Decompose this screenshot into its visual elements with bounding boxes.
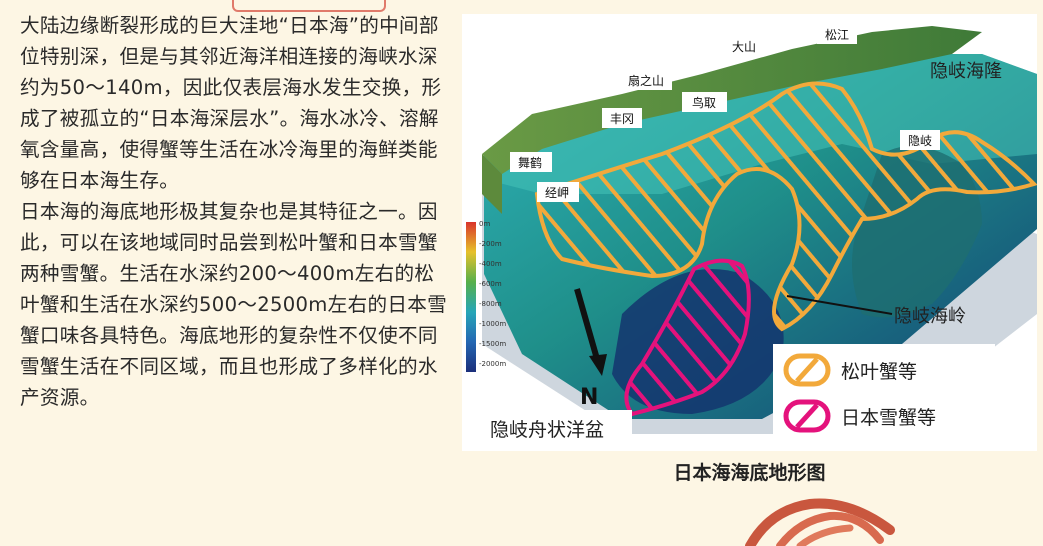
paragraph-2: 日本海的海底地形极其复杂也是其特征之一。因此，可以在该地域同时品尝到松叶蟹和日本… — [20, 200, 448, 409]
place-senoyama: 扇之山 — [628, 73, 664, 88]
top-tab-decoration — [232, 0, 386, 12]
place-tottori: 鸟取 — [692, 95, 716, 110]
label-box-matsue — [817, 24, 857, 44]
depth-tick: -600m — [479, 280, 502, 288]
spur-leader-line — [786, 295, 893, 315]
feature-oki-trough: 隐岐舟状洋盆 — [490, 419, 604, 441]
matsuba-crab-zone — [534, 81, 1037, 332]
north-label: N — [580, 385, 598, 410]
depth-scale-labels: 0m -200m -400m -600m -800m -1000m -1500m… — [479, 220, 506, 368]
legend-item-matsuba-crab: 松叶蟹等 — [783, 350, 917, 390]
place-maizuru: 舞鹤 — [518, 155, 542, 170]
map-legend: 松叶蟹等 日本雪蟹等 — [773, 344, 995, 442]
pink-hatch-swatch-icon — [783, 399, 831, 433]
legend-label: 松叶蟹等 — [841, 360, 918, 383]
north-arrow-head — [589, 354, 607, 376]
north-arrow-shaft — [574, 288, 600, 360]
map-caption: 日本海海底地形图 — [673, 462, 826, 484]
depth-tick: -200m — [479, 240, 502, 248]
place-daisen: 大山 — [732, 40, 756, 54]
label-box-tottori — [682, 92, 727, 112]
red-snow-crab-zone — [624, 258, 751, 417]
depth-tick: -2000m — [479, 360, 506, 368]
orange-hatch-swatch-icon — [783, 353, 831, 387]
depth-tick: -400m — [479, 260, 502, 268]
label-box-kyogamisaki — [537, 182, 579, 202]
label-box-senoyama — [622, 70, 672, 90]
label-box-maizuru — [510, 152, 552, 172]
feature-oki-ridge: 隐岐海隆 — [930, 61, 1002, 82]
label-box-oki — [900, 130, 940, 150]
land-area — [482, 26, 982, 174]
depth-tick: -1000m — [479, 320, 506, 328]
depth-scale-bar — [466, 222, 476, 372]
depth-tick: -1500m — [479, 340, 506, 348]
place-kyogamisaki: 经岬 — [545, 186, 569, 200]
place-oki: 隐岐 — [908, 134, 932, 148]
feature-oki-spur: 隐岐海岭 — [894, 306, 966, 327]
article-text: 大陆边缘断裂形成的巨大洼地“日本海”的中间部位特别深，但是与其邻近海洋相连接的海… — [20, 10, 450, 413]
crab-legs-illustration — [745, 498, 895, 546]
legend-label: 日本雪蟹等 — [841, 406, 937, 429]
label-box-daisen — [724, 36, 764, 56]
paragraph-1: 大陆边缘断裂形成的巨大洼地“日本海”的中间部位特别深，但是与其邻近海洋相连接的海… — [20, 14, 442, 192]
place-toyooka: 丰冈 — [610, 112, 634, 126]
place-matsue: 松江 — [825, 28, 849, 42]
depth-tick: -800m — [479, 300, 502, 308]
land-edge — [482, 154, 502, 214]
legend-item-red-snow-crab: 日本雪蟹等 — [783, 396, 936, 436]
trough-label-box — [482, 410, 632, 444]
depth-tick: 0m — [479, 220, 490, 228]
label-box-toyooka — [602, 108, 642, 128]
